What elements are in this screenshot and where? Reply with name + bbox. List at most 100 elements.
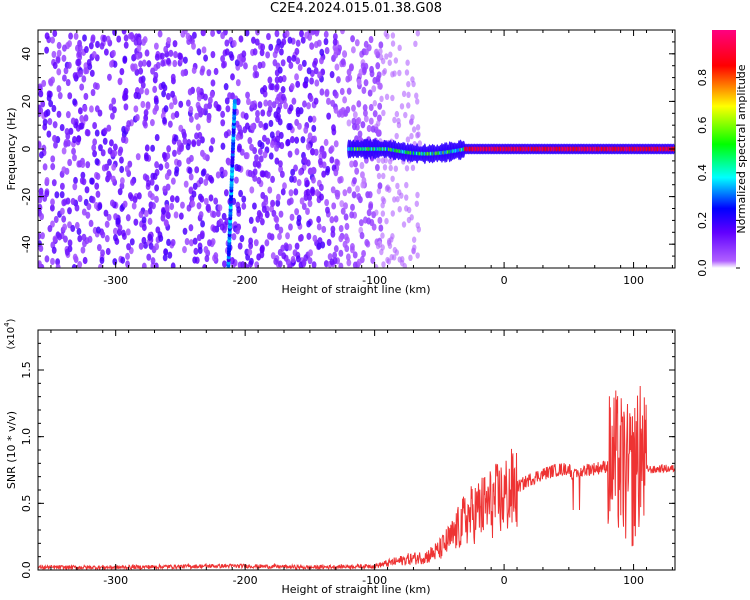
- spectrogram-noise-cell: [278, 131, 284, 140]
- spectrogram-noise-cell: [309, 148, 315, 156]
- spectrogram-noise-cell: [203, 54, 208, 62]
- spectrogram-noise-cell: [179, 144, 184, 152]
- spectrogram-noise-cell: [176, 159, 182, 167]
- spectrogram-noise-cell: [340, 30, 345, 35]
- spectrogram-noise-cell: [257, 140, 263, 148]
- spectrogram-noise-cell: [262, 85, 268, 93]
- spectrogram-noise-cell: [300, 136, 306, 144]
- spectrogram-noise-cell: [84, 128, 90, 137]
- spectrogram-noise-cell: [350, 35, 355, 43]
- spectrogram-noise-cell: [115, 217, 121, 225]
- spectrogram-noise-cell: [415, 124, 421, 131]
- spectrogram-noise-cell: [256, 176, 262, 185]
- spectrogram-noise-cell: [188, 105, 194, 114]
- spectrogram-noise-cell: [50, 76, 55, 84]
- spectrogram-noise-cell: [146, 60, 152, 68]
- spectrogram-noise-cell: [313, 97, 319, 105]
- spectrogram-noise-cell: [62, 223, 68, 231]
- spectrogram-noise-cell: [71, 264, 77, 268]
- spectrogram-noise-cell: [86, 58, 92, 67]
- spectrogram-noise-cell: [280, 93, 286, 101]
- spectrogram-noise-cell: [333, 245, 339, 253]
- spectrogram-noise-cell: [274, 30, 280, 38]
- spectrogram-noise-cell: [51, 179, 57, 187]
- spectrogram-noise-cell: [297, 63, 303, 72]
- spectrogram-noise-cell: [302, 156, 308, 164]
- spectrogram-noise-cell: [192, 237, 198, 245]
- spectrogram-noise-cell: [329, 156, 335, 164]
- spectrogram-noise-cell: [44, 255, 50, 263]
- spectrogram-noise-cell: [112, 143, 118, 151]
- spectrogram-noise-cell: [291, 54, 297, 62]
- spectrogram-noise-cell: [363, 115, 369, 123]
- spectrogram-noise-cell: [346, 87, 352, 95]
- spectrogram-noise-cell: [47, 225, 53, 233]
- spectrogram-noise-cell: [332, 32, 338, 41]
- spectrogram-noise-cell: [161, 207, 167, 215]
- spectrogram-noise-cell: [323, 138, 329, 147]
- spectrogram-noise-cell: [238, 35, 244, 43]
- spectrogram-noise-cell: [85, 161, 91, 169]
- spectrogram-noise-cell: [50, 36, 56, 44]
- spectrogram-noise-cell: [144, 144, 150, 152]
- spectrogram-noise-cell: [89, 105, 94, 113]
- spectrogram-noise-cell: [299, 197, 305, 205]
- bottom-y-tick-label: 1.5: [20, 361, 33, 379]
- spectrogram-noise-cell: [180, 69, 186, 77]
- spectrogram-noise-cell: [287, 243, 293, 251]
- spectrogram-noise-cell: [356, 258, 362, 266]
- spectrogram-noise-cell: [70, 117, 76, 125]
- spectrogram-noise-cell: [62, 44, 67, 52]
- spectrogram-noise-cell: [178, 100, 184, 108]
- spectrogram-noise-cell: [140, 100, 146, 109]
- spectrogram-noise-cell: [260, 109, 266, 117]
- spectrogram-noise-cell: [98, 144, 103, 152]
- spectrogram-noise-cell: [237, 53, 242, 62]
- spectrogram-noise-cell: [147, 217, 153, 225]
- spectrogram-noise-cell: [342, 50, 347, 58]
- spectrogram-noise-cell: [306, 232, 312, 240]
- spectrogram-noise-cell: [72, 98, 77, 106]
- spectrogram-noise-cell: [198, 211, 204, 219]
- spectrogram-noise-cell: [198, 177, 204, 185]
- spectrogram-noise-cell: [174, 110, 180, 119]
- spectrogram-noise-cell: [227, 92, 232, 100]
- spectrogram-noise-cell: [359, 161, 365, 170]
- spectrogram-noise-cell: [288, 104, 294, 112]
- spectrogram-noise-cell: [71, 147, 76, 155]
- spectrogram-noise-cell: [288, 197, 294, 205]
- spectrogram-noise-cell: [82, 104, 88, 113]
- spectrogram-noise-cell: [306, 220, 312, 228]
- snr-background: [38, 330, 675, 570]
- spectrogram-noise-cell: [294, 136, 300, 144]
- snr-panel: -300 -200 -100 0 100 0.0 0.5 1.0 1.5 Height of s…: [3, 318, 676, 596]
- spectrogram-noise-cell: [284, 30, 290, 38]
- spectrogram-noise-cell: [241, 50, 247, 58]
- spectrogram-noise-cell: [95, 40, 100, 49]
- spectrogram-noise-cell: [311, 124, 317, 133]
- spectrogram-noise-cell: [410, 164, 416, 172]
- spectrogram-noise-cell: [102, 137, 108, 145]
- spectrogram-noise-cell: [63, 140, 69, 148]
- spectrogram-noise-cell: [79, 122, 85, 130]
- spectrogram-noise-cell: [384, 53, 389, 60]
- spectrogram-noise-cell: [345, 75, 351, 83]
- spectrogram-noise-cell: [165, 211, 171, 219]
- spectrogram-noise-cell: [150, 257, 156, 265]
- spectrogram-noise-cell: [99, 42, 105, 50]
- spectrogram-noise-cell: [351, 104, 356, 112]
- spectrogram-noise-cell: [278, 210, 284, 218]
- spectrogram-noise-cell: [340, 58, 346, 66]
- spectrogram-noise-cell: [263, 122, 269, 130]
- spectrogram-noise-cell: [57, 92, 63, 100]
- spectrogram-noise-cell: [319, 193, 324, 201]
- spectrogram-noise-cell: [376, 129, 381, 137]
- spectrogram-noise-cell: [281, 75, 287, 83]
- spectrogram-noise-cell: [267, 99, 273, 108]
- spectrogram-noise-cell: [127, 192, 133, 200]
- spectrogram-noise-cell: [406, 102, 411, 109]
- spectrogram-noise-cell: [196, 94, 202, 102]
- spectrogram-noise-cell: [183, 56, 188, 64]
- colorbar: 0.0 0.2 0.4 0.6 0.8 Normalized spectral ampl…: [696, 30, 748, 277]
- spectrogram-noise-cell: [359, 232, 365, 240]
